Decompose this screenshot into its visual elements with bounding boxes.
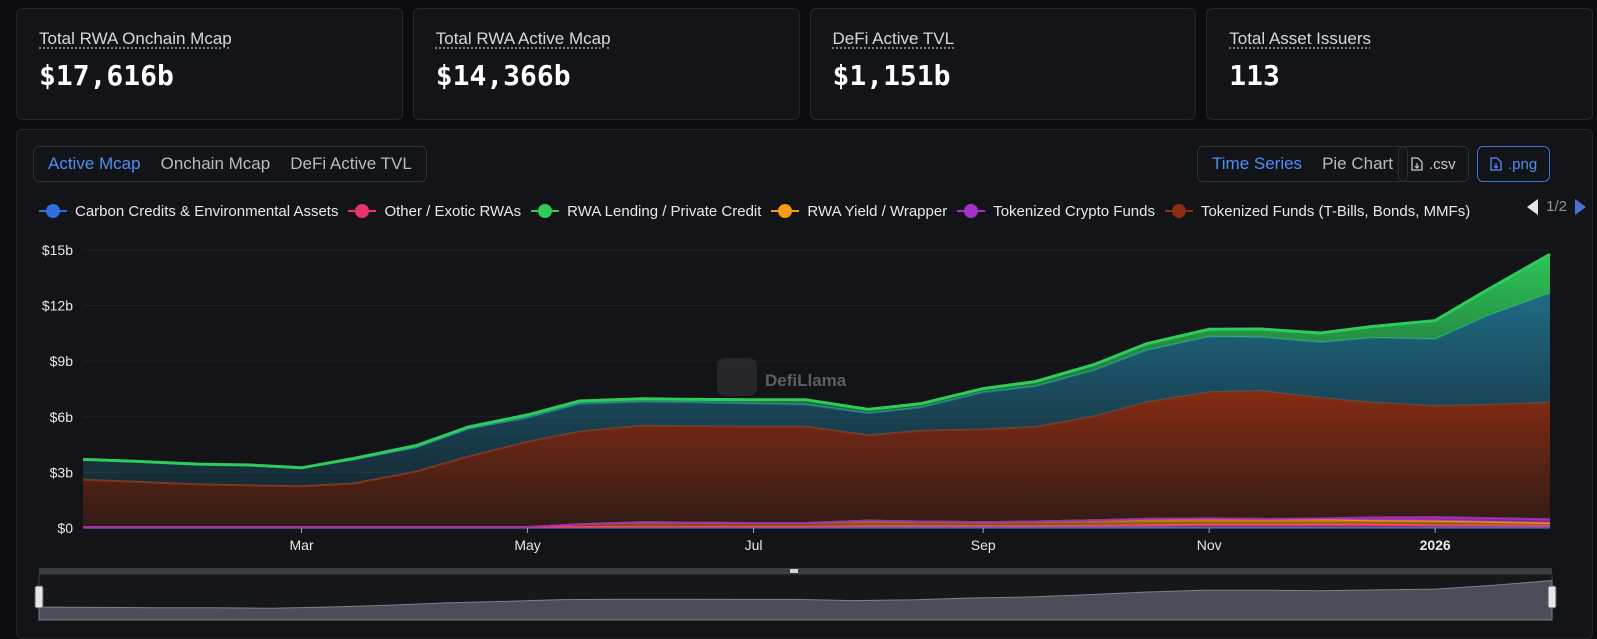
zoom-grip-icon[interactable]: [790, 569, 798, 573]
legend-item[interactable]: Other / Exotic RWAs: [348, 203, 521, 220]
legend-label: RWA Lending / Private Credit: [567, 203, 761, 220]
llama-logo-icon: [717, 358, 757, 396]
download-csv-button[interactable]: .csv: [1398, 146, 1469, 182]
stat-value: $1,151b: [833, 59, 1174, 92]
legend-page-indicator: 1/2: [1546, 198, 1567, 215]
stat-label[interactable]: Total Asset Issuers: [1229, 29, 1570, 49]
legend-label: Carbon Credits & Environmental Assets: [75, 203, 338, 220]
zoom-handle[interactable]: [35, 586, 43, 608]
y-tick-label: $3b: [50, 464, 74, 480]
legend-marker: [771, 204, 799, 218]
legend-marker: [39, 204, 67, 218]
chart-legend: Carbon Credits & Environmental Assets Oth…: [39, 200, 1584, 222]
stat-card-active-mcap: Total RWA Active Mcap $14,366b: [413, 8, 800, 120]
file-download-icon: [1490, 157, 1502, 171]
stat-card-defi-tvl: DeFi Active TVL $1,151b: [810, 8, 1197, 120]
x-tick-label: May: [514, 537, 540, 553]
x-tick-label: 2026: [1420, 537, 1451, 553]
file-download-icon: [1411, 157, 1423, 171]
stat-card-asset-issuers: Total Asset Issuers 113: [1206, 8, 1593, 120]
view-tabs: Time Series Pie Chart: [1197, 146, 1408, 182]
chart-panel: $0 $3b $6b $9b $12b $15b Mar May Jul Sep Nov 2026 De…: [16, 129, 1593, 639]
x-tick-label: Mar: [290, 537, 314, 553]
x-tick-label: Nov: [1197, 537, 1222, 553]
tab-time-series[interactable]: Time Series: [1202, 147, 1312, 181]
legend-item[interactable]: RWA Lending / Private Credit: [531, 203, 761, 220]
legend-label: RWA Yield / Wrapper: [807, 203, 947, 220]
legend-label: Tokenized Funds (T-Bills, Bonds, MMFs): [1201, 203, 1470, 220]
zoom-handle[interactable]: [1548, 586, 1556, 608]
legend-label: Other / Exotic RWAs: [384, 203, 521, 220]
png-label: .png: [1508, 156, 1537, 173]
y-tick-label: $0: [57, 520, 73, 536]
legend-item[interactable]: Tokenized Crypto Funds: [957, 203, 1155, 220]
y-tick-label: $12b: [42, 298, 73, 314]
x-tick-label: Sep: [971, 537, 996, 553]
legend-marker: [957, 204, 985, 218]
legend-item[interactable]: RWA Yield / Wrapper: [771, 203, 947, 220]
csv-label: .csv: [1429, 156, 1456, 173]
y-tick-label: $15b: [42, 242, 73, 258]
legend-marker: [1165, 204, 1193, 218]
stat-label[interactable]: Total RWA Onchain Mcap: [39, 29, 380, 49]
legend-item[interactable]: Tokenized Funds (T-Bills, Bonds, MMFs): [1165, 203, 1470, 220]
stat-value: $14,366b: [436, 59, 777, 92]
stat-label[interactable]: Total RWA Active Mcap: [436, 29, 777, 49]
metric-tabs: Active Mcap Onchain Mcap DeFi Active TVL: [33, 146, 427, 182]
tab-onchain-mcap[interactable]: Onchain Mcap: [151, 147, 281, 181]
x-tick-label: Jul: [745, 537, 763, 553]
legend-marker: [531, 204, 559, 218]
legend-label: Tokenized Crypto Funds: [993, 203, 1155, 220]
y-tick-label: $6b: [50, 409, 74, 425]
stats-row: Total RWA Onchain Mcap $17,616b Total RW…: [16, 8, 1593, 120]
legend-marker: [348, 204, 376, 218]
tab-pie-chart[interactable]: Pie Chart: [1312, 147, 1403, 181]
tab-defi-active-tvl[interactable]: DeFi Active TVL: [280, 147, 422, 181]
y-tick-label: $9b: [50, 353, 74, 369]
download-png-button[interactable]: .png: [1477, 146, 1550, 182]
legend-prev-icon[interactable]: [1527, 199, 1538, 215]
stat-card-onchain-mcap: Total RWA Onchain Mcap $17,616b: [16, 8, 403, 120]
stat-value: 113: [1229, 59, 1570, 92]
legend-pager: 1/2: [1523, 198, 1586, 215]
watermark: DefiLlama: [765, 371, 847, 390]
legend-item[interactable]: Carbon Credits & Environmental Assets: [39, 203, 338, 220]
tab-active-mcap[interactable]: Active Mcap: [38, 147, 151, 181]
legend-next-icon[interactable]: [1575, 199, 1586, 215]
stat-value: $17,616b: [39, 59, 380, 92]
stat-label[interactable]: DeFi Active TVL: [833, 29, 1174, 49]
